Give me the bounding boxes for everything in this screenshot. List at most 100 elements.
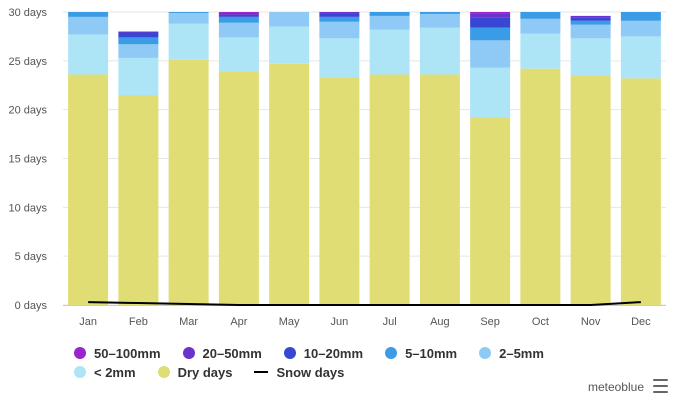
bar-segment[interactable] bbox=[68, 16, 109, 35]
bar-segment[interactable] bbox=[319, 12, 360, 14]
bar-segment[interactable] bbox=[620, 20, 661, 37]
bar-segment[interactable] bbox=[269, 63, 310, 305]
bar-segment[interactable] bbox=[419, 27, 460, 75]
bar-segment[interactable] bbox=[570, 17, 611, 21]
bar-segment[interactable] bbox=[118, 37, 159, 45]
bar-segment[interactable] bbox=[218, 14, 259, 17]
x-tick-label: Apr bbox=[230, 316, 247, 328]
bar-segment[interactable] bbox=[168, 23, 209, 60]
hamburger-menu-icon[interactable] bbox=[653, 379, 668, 393]
bar-segment[interactable] bbox=[118, 95, 159, 306]
bar-segment[interactable] bbox=[620, 36, 661, 79]
bar-segment[interactable] bbox=[319, 21, 360, 39]
bar-segment[interactable] bbox=[570, 15, 611, 18]
x-tick-label: Mar bbox=[179, 316, 198, 328]
bar-segment[interactable] bbox=[68, 74, 109, 305]
bar-segment[interactable] bbox=[520, 18, 561, 34]
bar-segment[interactable] bbox=[470, 12, 511, 14]
bar-segment[interactable] bbox=[319, 13, 360, 17]
bar-segment[interactable] bbox=[470, 17, 511, 28]
x-tick-label: May bbox=[279, 316, 300, 328]
legend-marker-5-10mm bbox=[385, 347, 398, 359]
bar-segment[interactable] bbox=[470, 13, 511, 18]
legend-row-1: 50–100mm 20–50mm 10–20mm 5–10mm 2–5mm bbox=[74, 344, 566, 362]
legend-label-20-50mm: 20–50mm bbox=[202, 345, 262, 361]
legend-marker-10-20mm bbox=[283, 347, 296, 359]
bar-segment[interactable] bbox=[68, 34, 109, 75]
legend-item-snow-days[interactable]: Snow days bbox=[254, 365, 344, 380]
x-tick-label: Oct bbox=[532, 316, 549, 328]
legend-item-50-100mm[interactable]: 50–100mm bbox=[74, 346, 161, 361]
bar-segment[interactable] bbox=[620, 12, 661, 21]
bar-segment[interactable] bbox=[118, 57, 159, 96]
meteoblue-credit[interactable]: meteoblue bbox=[587, 380, 644, 394]
legend-label-5-10mm: 5–10mm bbox=[405, 345, 458, 361]
bar-segment[interactable] bbox=[470, 40, 511, 68]
bar-segment[interactable] bbox=[520, 33, 561, 69]
bar-segment[interactable] bbox=[218, 22, 259, 38]
legend-item-10-20mm[interactable]: 10–20mm bbox=[283, 345, 364, 361]
bar-segment[interactable] bbox=[470, 117, 511, 305]
x-tick-label: Jun bbox=[331, 316, 349, 328]
bar-segment[interactable] bbox=[570, 20, 611, 25]
legend-label-50-100mm: 50–100mm bbox=[94, 345, 161, 361]
legend-item-2-5mm[interactable]: 2–5mm bbox=[479, 346, 544, 361]
legend-item-5-10mm[interactable]: 5–10mm bbox=[385, 346, 457, 361]
bar-segment[interactable] bbox=[319, 77, 360, 305]
bar-segment[interactable] bbox=[570, 38, 611, 76]
bar-segment[interactable] bbox=[319, 16, 360, 22]
legend-marker-20-50mm bbox=[182, 347, 195, 359]
legend-marker-lt-2mm bbox=[74, 366, 86, 378]
legend-item-lt-2mm[interactable]: < 2mm bbox=[74, 365, 136, 380]
bar-segment[interactable] bbox=[570, 24, 611, 39]
chart-canvas: 0 days 5 days 10 days 15 days 20 days 25 days… bbox=[8, 7, 666, 328]
bar-segment[interactable] bbox=[419, 12, 460, 14]
x-tick-label: Jan bbox=[79, 316, 97, 328]
legend-label-10-20mm: 10–20mm bbox=[303, 345, 364, 361]
x-tick-label: Feb bbox=[129, 316, 148, 328]
y-tick-label: 30 days bbox=[8, 7, 47, 19]
x-tick-label: Dec bbox=[631, 316, 651, 328]
bar-segment[interactable] bbox=[218, 37, 259, 72]
bar-segment[interactable] bbox=[470, 67, 511, 118]
bar-segment[interactable] bbox=[369, 15, 410, 30]
bar-segment[interactable] bbox=[620, 78, 661, 305]
bar-segment[interactable] bbox=[570, 75, 611, 305]
bar-segment[interactable] bbox=[218, 71, 259, 306]
menu-bar bbox=[653, 391, 668, 393]
bar-segment[interactable] bbox=[369, 74, 410, 305]
bar-segment[interactable] bbox=[168, 12, 209, 13]
bar-segment[interactable] bbox=[118, 31, 159, 33]
x-tick-label: Sep bbox=[480, 316, 500, 328]
bar-segment[interactable] bbox=[319, 38, 360, 78]
legend-item-dry-days[interactable]: Dry days bbox=[157, 365, 232, 380]
legend-label-lt-2mm: < 2mm bbox=[94, 364, 136, 380]
bar-segment[interactable] bbox=[369, 12, 410, 16]
bar-segment[interactable] bbox=[168, 59, 209, 306]
bar-segment[interactable] bbox=[118, 44, 159, 58]
bar-segment[interactable] bbox=[419, 74, 460, 305]
snow-days-line bbox=[88, 301, 641, 306]
bar-segment[interactable] bbox=[470, 27, 511, 41]
bar-segment[interactable] bbox=[520, 12, 561, 19]
bar-segment[interactable] bbox=[269, 12, 310, 27]
bar-segment[interactable] bbox=[369, 29, 410, 75]
y-tick-label: 0 days bbox=[15, 300, 48, 312]
legend-marker-snow-days bbox=[254, 371, 269, 373]
bar-segment[interactable] bbox=[68, 12, 109, 17]
bar-segment[interactable] bbox=[419, 13, 460, 28]
menu-bar bbox=[653, 385, 668, 387]
bar-segment[interactable] bbox=[218, 12, 259, 13]
legend-item-20-50mm[interactable]: 20–50mm bbox=[182, 345, 262, 361]
y-tick-label: 15 days bbox=[8, 154, 47, 166]
bar-segment[interactable] bbox=[269, 26, 310, 64]
legend-marker-2-5mm bbox=[479, 347, 492, 359]
bar-segment[interactable] bbox=[218, 12, 259, 15]
bar-segment[interactable] bbox=[218, 16, 259, 23]
bar-segment[interactable] bbox=[520, 68, 561, 305]
y-tick-label: 5 days bbox=[15, 251, 48, 263]
bar-segment[interactable] bbox=[118, 32, 159, 38]
legend-label-snow-days: Snow days bbox=[276, 364, 345, 380]
bar-segment[interactable] bbox=[168, 12, 209, 24]
